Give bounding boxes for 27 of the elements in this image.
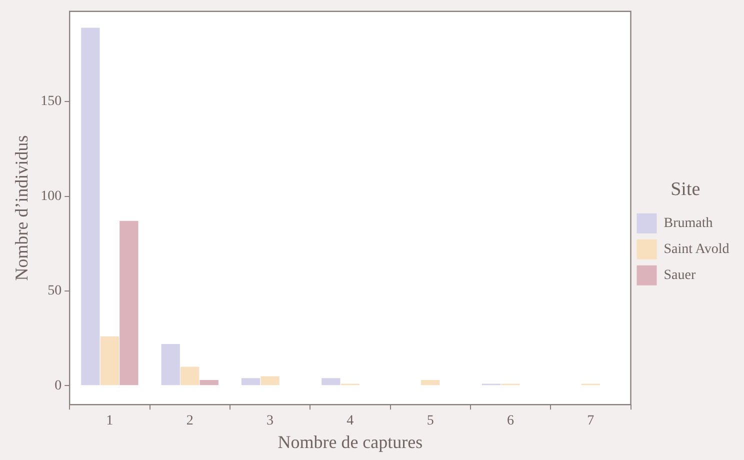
legend-label: Brumath (664, 216, 713, 232)
bar (81, 28, 100, 386)
bar (260, 376, 280, 386)
x-tick-label: 1 (106, 414, 114, 429)
x-tick-label: 4 (346, 414, 354, 429)
bar (161, 344, 180, 386)
bar (421, 380, 440, 386)
bar (200, 380, 218, 386)
x-tick-label: 7 (587, 414, 594, 429)
x-tick-label: 3 (266, 414, 274, 429)
legend-title: Site (670, 179, 700, 200)
y-tick-label: 50 (48, 284, 62, 299)
x-axis-title: Nombre de captures (278, 432, 423, 452)
bar (120, 220, 138, 386)
y-tick-label: 0 (54, 378, 62, 394)
legend-label: Saint Avold (664, 242, 730, 258)
bar (180, 366, 200, 386)
bar (322, 378, 340, 386)
y-tick-label: 100 (40, 188, 62, 204)
x-tick-label: 6 (507, 414, 514, 429)
x-tick-label: 2 (186, 414, 194, 429)
bar (241, 378, 260, 386)
y-axis-title: Nombre d’individus (12, 135, 32, 281)
bar (100, 336, 120, 386)
y-tick-label: 150 (40, 94, 62, 110)
legend-label: Sauer (664, 268, 696, 284)
x-tick-label: 5 (426, 414, 434, 429)
